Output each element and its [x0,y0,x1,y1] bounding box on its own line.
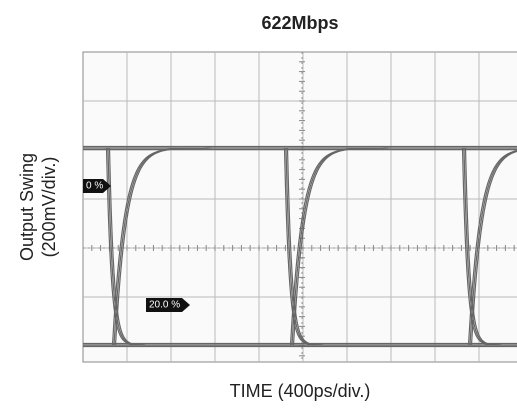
x-axis-label: TIME (400ps/div.) [230,381,371,401]
annotation: 0 % [86,181,103,192]
y-axis-label: (200mV/div.) [39,157,59,258]
y-axis-label: Output Swing [17,153,37,261]
chart-title: 622Mbps [261,13,338,33]
annotation: 20.0 % [149,300,180,311]
plot-area: 0 % 20.0 % [63,52,517,362]
plot-frame [83,52,517,362]
